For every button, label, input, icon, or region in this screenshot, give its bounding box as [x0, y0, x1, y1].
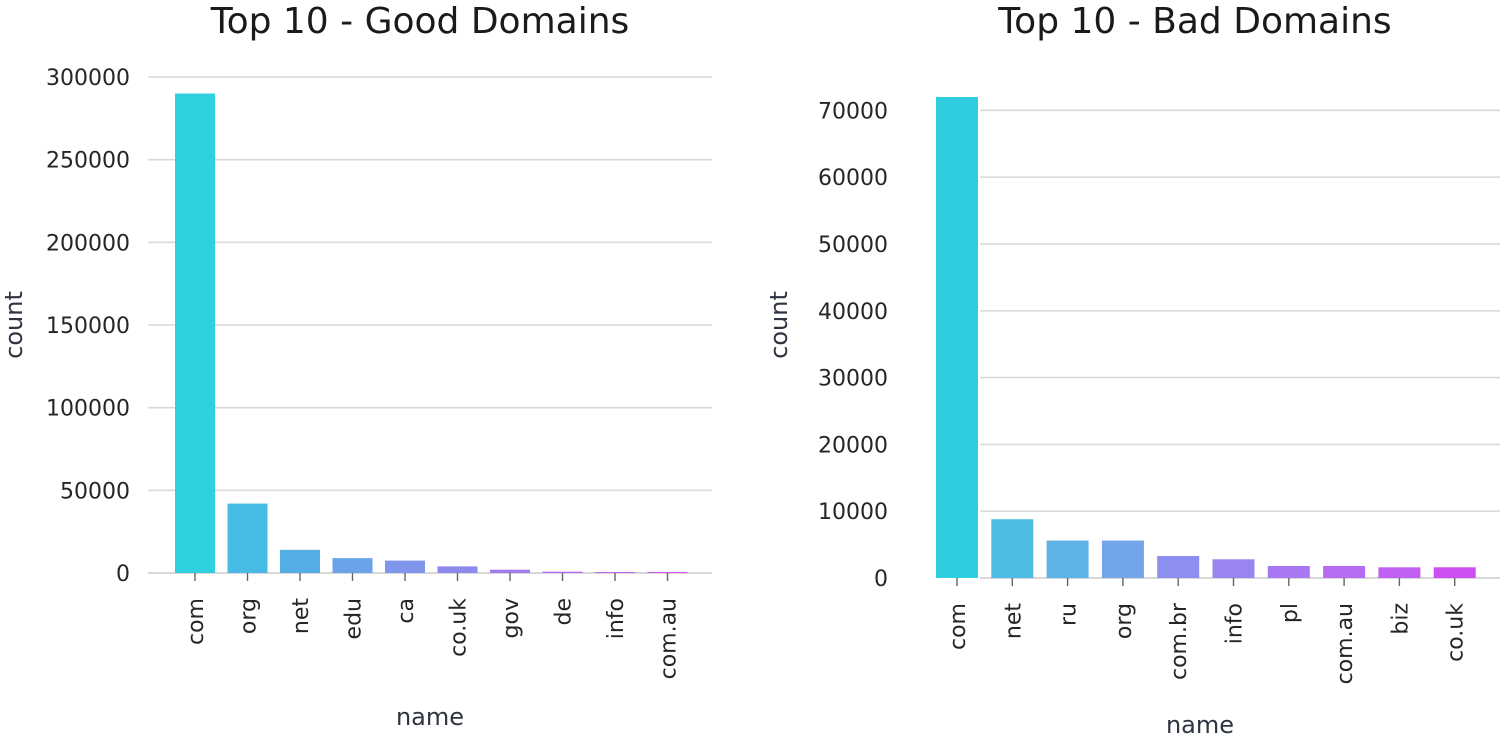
x-tick-label: com.br	[1167, 602, 1192, 680]
x-tick-label: net	[289, 598, 314, 634]
y-tick-label: 300000	[46, 66, 130, 91]
x-tick-label: info	[604, 598, 629, 639]
bars	[175, 93, 688, 574]
bar-net	[991, 519, 1034, 578]
bar-org	[1101, 540, 1144, 578]
y-tick-label: 20000	[818, 433, 888, 458]
x-tick-label: info	[1223, 603, 1248, 644]
bar-ru	[1046, 540, 1089, 578]
x-tick-label: gov	[499, 598, 524, 638]
x-tick-label: org	[1112, 603, 1137, 639]
bar-info	[1212, 559, 1255, 578]
x-tick-label: com	[946, 603, 971, 650]
x-tick-label: net	[1001, 603, 1026, 639]
y-ticks: 0 50000 100000 150000 200000 250000 300000	[46, 66, 130, 587]
x-tick-label: com	[184, 598, 209, 645]
bar-org	[227, 503, 268, 573]
bar-de	[542, 571, 583, 573]
y-tick-label: 40000	[818, 300, 888, 325]
y-grid	[980, 109, 1500, 579]
x-ticks: com net ru org com.br info pl com.au biz co.uk	[946, 578, 1469, 684]
x-tick-label: biz	[1388, 603, 1413, 635]
bars	[936, 97, 1476, 578]
x-tick-label: ca	[394, 598, 419, 624]
bar-com-br	[1157, 555, 1200, 578]
bar-edu	[332, 558, 373, 573]
bar-co-uk	[437, 566, 478, 573]
y-tick-label: 30000	[818, 367, 888, 392]
y-tick-label: 60000	[818, 166, 888, 191]
y-tick-label: 250000	[46, 149, 130, 174]
y-tick-label: 0	[874, 567, 888, 592]
x-tick-label: co.uk	[447, 598, 472, 657]
y-tick-label: 50000	[60, 479, 130, 504]
y-tick-label: 70000	[818, 99, 888, 124]
bar-pl	[1267, 565, 1310, 578]
chart-bad-domains: Top 10 - Bad Domains 0 10000 20000 30000 400…	[765, 1, 1500, 739]
bar-com-au	[1323, 565, 1366, 578]
chart-good-domains: Top 10 - Good Domains 0 50000 100000 150000…	[0, 1, 712, 731]
x-tick-label: edu	[342, 598, 367, 639]
bar-gov	[490, 569, 530, 573]
y-ticks: 0 10000 20000 30000 40000 50000 60000 70000	[818, 99, 888, 592]
x-tick-label: org	[237, 598, 262, 634]
bar-com	[936, 97, 978, 578]
y-tick-label: 10000	[818, 500, 888, 525]
y-tick-label: 0	[116, 562, 130, 587]
y-axis-label: count	[765, 291, 793, 359]
x-tick-label: de	[552, 598, 577, 626]
bar-com	[175, 93, 215, 574]
chart-title: Top 10 - Bad Domains	[997, 1, 1391, 42]
y-tick-label: 150000	[46, 314, 130, 339]
x-tick-label: com.au	[1333, 603, 1358, 684]
bar-info	[595, 572, 635, 573]
x-axis-label: name	[396, 703, 464, 731]
x-tick-label: ru	[1057, 603, 1082, 626]
bar-net	[280, 549, 320, 573]
x-tick-label: co.uk	[1444, 603, 1469, 662]
bar-co-uk	[1433, 567, 1476, 578]
x-tick-label: pl	[1278, 603, 1303, 623]
y-axis-label: count	[0, 291, 28, 359]
chart-title: Top 10 - Good Domains	[210, 1, 630, 42]
y-tick-label: 50000	[818, 233, 888, 258]
x-ticks: com org net edu ca co.uk gov de info com.au	[184, 573, 682, 679]
y-grid	[148, 76, 712, 574]
bar-com-au	[647, 572, 688, 573]
x-tick-label: com.au	[657, 598, 682, 679]
x-axis-label: name	[1166, 711, 1234, 739]
bar-ca	[385, 560, 425, 573]
y-tick-label: 200000	[46, 231, 130, 256]
bar-biz	[1378, 567, 1421, 578]
y-tick-label: 100000	[46, 397, 130, 422]
